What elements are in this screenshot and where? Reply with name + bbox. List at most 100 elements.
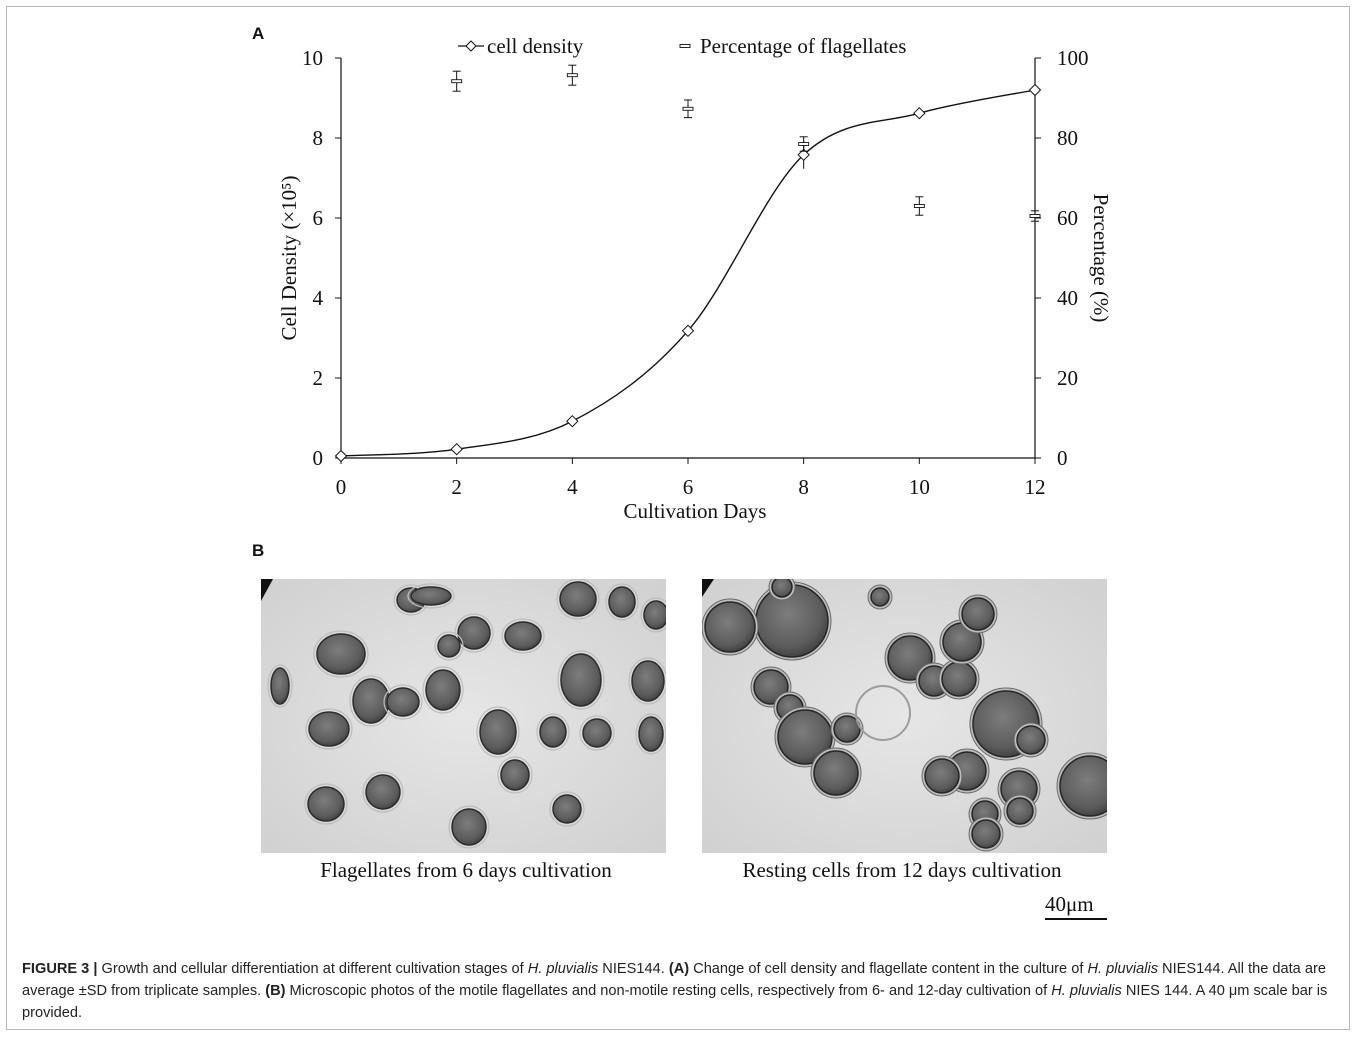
caption-panel-b-ref: (B) — [265, 983, 286, 999]
flagellate-cell-wall — [476, 706, 520, 758]
flagellate-cell-wall — [383, 684, 423, 720]
flagellate-cell-wall — [628, 657, 666, 705]
resting-cells-photo-caption: Resting cells from 12 days cultivation — [742, 858, 1062, 882]
flagellate-cell — [559, 581, 597, 617]
flagellate-cell-wall — [422, 666, 464, 714]
flagellate-cell-wall — [448, 805, 490, 849]
flagellate-cell — [631, 660, 665, 702]
flagellate-cell-wall — [434, 631, 464, 661]
cell-density-point — [450, 442, 463, 456]
flagellate-cell-wall — [579, 715, 615, 751]
flagellate-cell-wall — [304, 783, 348, 825]
caption-text: Microscopic photos of the motile flagell… — [285, 983, 1052, 999]
caption-text: NIES144. — [598, 961, 669, 977]
figure-caption: FIGURE 3 | Growth and cellular different… — [22, 958, 1338, 1024]
flagellate-cell-wall — [557, 650, 605, 710]
y2-tick-label: 100 — [1057, 46, 1089, 70]
flagellate-cell — [552, 794, 582, 824]
x-tick-label: 10 — [909, 475, 930, 499]
flagellate-cell-wall — [536, 713, 570, 751]
flagellate-cell — [457, 616, 491, 650]
flagellate-cell — [307, 786, 345, 822]
resting-cell — [870, 587, 890, 607]
legend-label-cell-density: cell density — [487, 34, 584, 58]
y2-tick-label: 40 — [1057, 286, 1078, 310]
resting-cell — [771, 579, 793, 598]
resting-cell — [704, 601, 756, 653]
flagellate-cell — [504, 621, 542, 651]
resting-cell — [1059, 755, 1107, 817]
flagellate-cell-wall — [362, 771, 404, 813]
x-tick-label: 0 — [336, 475, 347, 499]
resting-cell — [833, 715, 861, 743]
photo-corner-mark — [702, 579, 714, 597]
figure-number: FIGURE 3 | — [22, 961, 98, 977]
y-tick-label: 8 — [313, 126, 324, 150]
flagellate-cell — [308, 711, 350, 747]
flagellate-cell — [500, 759, 530, 791]
caption-text: NIES144. All the data are average ±SD fr… — [22, 961, 1326, 999]
caption-species: H. pluvialis — [527, 961, 599, 977]
cell-density-point — [1028, 83, 1042, 97]
resting-cell — [1006, 797, 1034, 825]
caption-species: H. pluvialis — [1087, 961, 1158, 977]
cell-density-point — [566, 414, 579, 428]
chart-series — [334, 64, 1042, 463]
y-tick-label: 10 — [302, 46, 323, 70]
flagellate-cell-wall — [605, 583, 639, 621]
caption-text: Growth and cellular differentiation at d… — [97, 961, 528, 977]
caption-text: Change of cell density and flagellate co… — [689, 961, 1088, 977]
caption-text: NIES 144. A 40 μm scale bar is provided. — [22, 983, 1328, 1021]
y2-tick-label: 0 — [1057, 446, 1068, 470]
flagellate-cell — [270, 667, 290, 705]
x-tick-label: 8 — [798, 475, 809, 499]
flagellate-point — [798, 142, 810, 146]
panel-a-label: A — [252, 24, 265, 43]
flagellate-cell-wall — [556, 579, 600, 620]
resting-cells-photo — [702, 579, 1107, 853]
flagellate-cell-wall — [407, 583, 455, 609]
empty-cell-wall — [855, 685, 911, 741]
flagellate-cell — [316, 633, 366, 675]
flagellate-cell — [386, 687, 420, 717]
x-tick-label: 2 — [451, 475, 462, 499]
x-tick-label: 4 — [567, 475, 578, 499]
y-tick-label: 4 — [313, 286, 324, 310]
flagellate-cell-wall — [501, 618, 545, 654]
flagellate-cell — [539, 716, 567, 748]
resting-cell — [971, 819, 1001, 849]
flagellate-cell — [582, 718, 612, 748]
photo-corner-mark — [261, 579, 273, 601]
flagellate-point — [1029, 214, 1041, 218]
x-tick-label: 6 — [683, 475, 694, 499]
cell-density-point — [913, 106, 926, 120]
y-axis-label: Cell Density (×10⁵) — [277, 176, 301, 341]
flagellate-cell-wall — [267, 664, 293, 708]
y2-tick-label: 60 — [1057, 206, 1078, 230]
flagellate-cell — [638, 716, 664, 752]
flagellate-cell-wall — [313, 630, 369, 678]
resting-cell — [1016, 725, 1046, 755]
flagellate-point — [451, 79, 463, 84]
resting-cell — [777, 709, 833, 765]
cell-density-point — [797, 148, 810, 162]
flagellate-cell — [437, 634, 461, 658]
flagellate-cell-wall — [549, 791, 585, 827]
resting-cell — [813, 750, 859, 796]
legend-marker-cell-density — [465, 40, 477, 52]
flagellate-cell — [643, 600, 666, 630]
flagellate-cell — [451, 808, 487, 846]
flagellate-cell-wall — [305, 708, 353, 750]
resting-cell — [924, 758, 960, 794]
flagellate-point — [566, 73, 578, 78]
legend-label-flagellates: Percentage of flagellates — [700, 34, 906, 58]
x-axis-label: Cultivation Days — [624, 499, 767, 523]
y2-tick-label: 80 — [1057, 126, 1078, 150]
flagellate-cell — [479, 709, 517, 755]
caption-panel-a-ref: (A) — [668, 961, 690, 977]
flagellate-point — [682, 106, 694, 111]
legend-marker-flagellates — [679, 44, 691, 48]
resting-cell — [961, 597, 995, 631]
scale-bar-label: 40μm — [1045, 892, 1094, 916]
